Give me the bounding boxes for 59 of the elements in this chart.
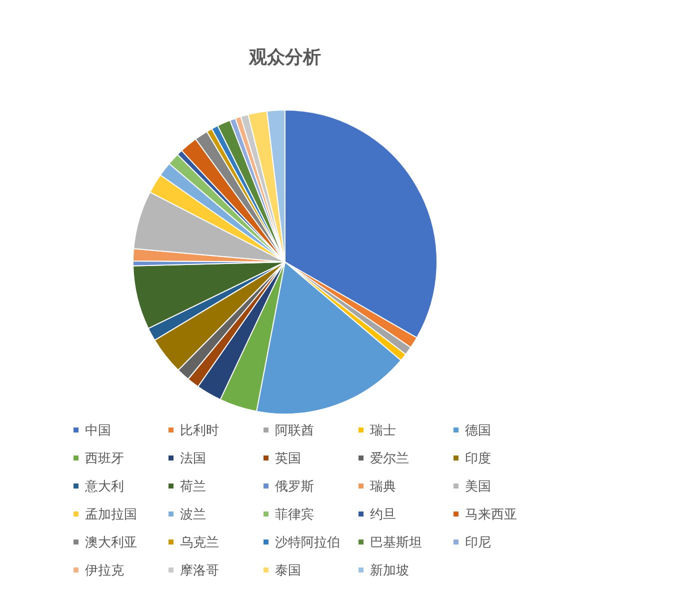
legend-item: 新加坡 <box>358 562 409 578</box>
legend-item: 约旦 <box>358 506 396 522</box>
legend-item: 英国 <box>264 450 301 466</box>
legend-item: 荷兰 <box>168 478 206 494</box>
legend-label: 波兰 <box>180 506 206 522</box>
legend-label: 阿联酋 <box>275 422 314 438</box>
legend-label: 法国 <box>180 450 206 466</box>
legend-item: 泰国 <box>264 562 301 578</box>
legend-label: 英国 <box>275 450 301 466</box>
legend-label: 印度 <box>465 450 491 466</box>
legend-label: 乌克兰 <box>180 534 219 550</box>
legend-item: 马来西亚 <box>454 506 517 522</box>
legend-label: 菲律宾 <box>275 506 314 522</box>
legend-label: 意大利 <box>84 478 124 494</box>
legend-label: 约旦 <box>370 506 396 522</box>
legend-item: 澳大利亚 <box>74 534 137 550</box>
legend-item: 瑞士 <box>358 422 396 438</box>
legend-item: 俄罗斯 <box>264 478 314 494</box>
legend-label: 瑞典 <box>370 478 396 494</box>
legend-label: 沙特阿拉伯 <box>275 534 340 550</box>
legend-item: 西班牙 <box>74 450 124 466</box>
legend-label: 伊拉克 <box>85 562 124 578</box>
legend-item: 爱尔兰 <box>358 450 409 466</box>
legend-item: 阿联酋 <box>264 422 314 438</box>
legend-item: 孟加拉国 <box>74 506 137 522</box>
legend-item: 乌克兰 <box>168 534 219 550</box>
legend-item: 比利时 <box>168 422 219 438</box>
legend-item: 德国 <box>454 422 491 438</box>
legend-label: 荷兰 <box>180 478 206 494</box>
legend-item: 摩洛哥 <box>168 562 219 578</box>
title: 观众分析 <box>249 47 321 67</box>
legend-item: 意大利 <box>74 478 124 494</box>
legend-label: 新加坡 <box>370 562 409 578</box>
legend-item: 法国 <box>168 450 206 466</box>
legend-item: 沙特阿拉伯 <box>264 534 340 550</box>
legend-label: 印尼 <box>465 534 491 550</box>
legend-item: 伊拉克 <box>74 562 124 578</box>
legend-item: 印尼 <box>454 534 491 550</box>
legend-label: 泰国 <box>275 562 301 578</box>
legend-label: 俄罗斯 <box>275 478 314 494</box>
legend-label: 摩洛哥 <box>180 562 219 578</box>
legend-label: 西班牙 <box>85 450 124 466</box>
legend-label: 中国 <box>85 422 111 438</box>
legend-label: 澳大利亚 <box>85 534 137 550</box>
legend-label: 巴基斯坦 <box>370 534 422 550</box>
legend-label: 美国 <box>465 478 491 494</box>
legend-label: 瑞士 <box>370 422 396 438</box>
legend-item: 菲律宾 <box>264 506 314 522</box>
legend-label: 马来西亚 <box>465 506 517 522</box>
legend-item: 瑞典 <box>358 478 396 494</box>
legend-label: 爱尔兰 <box>370 450 409 466</box>
legend-item: 中国 <box>74 422 111 438</box>
legend-label: 比利时 <box>180 422 219 438</box>
legend-label: 孟加拉国 <box>85 506 137 522</box>
legend-item: 印度 <box>454 450 491 466</box>
legend-item: 波兰 <box>168 506 206 522</box>
legend-item: 美国 <box>454 478 491 494</box>
legend-item: 巴基斯坦 <box>358 534 422 550</box>
legend-label: 德国 <box>465 422 491 438</box>
